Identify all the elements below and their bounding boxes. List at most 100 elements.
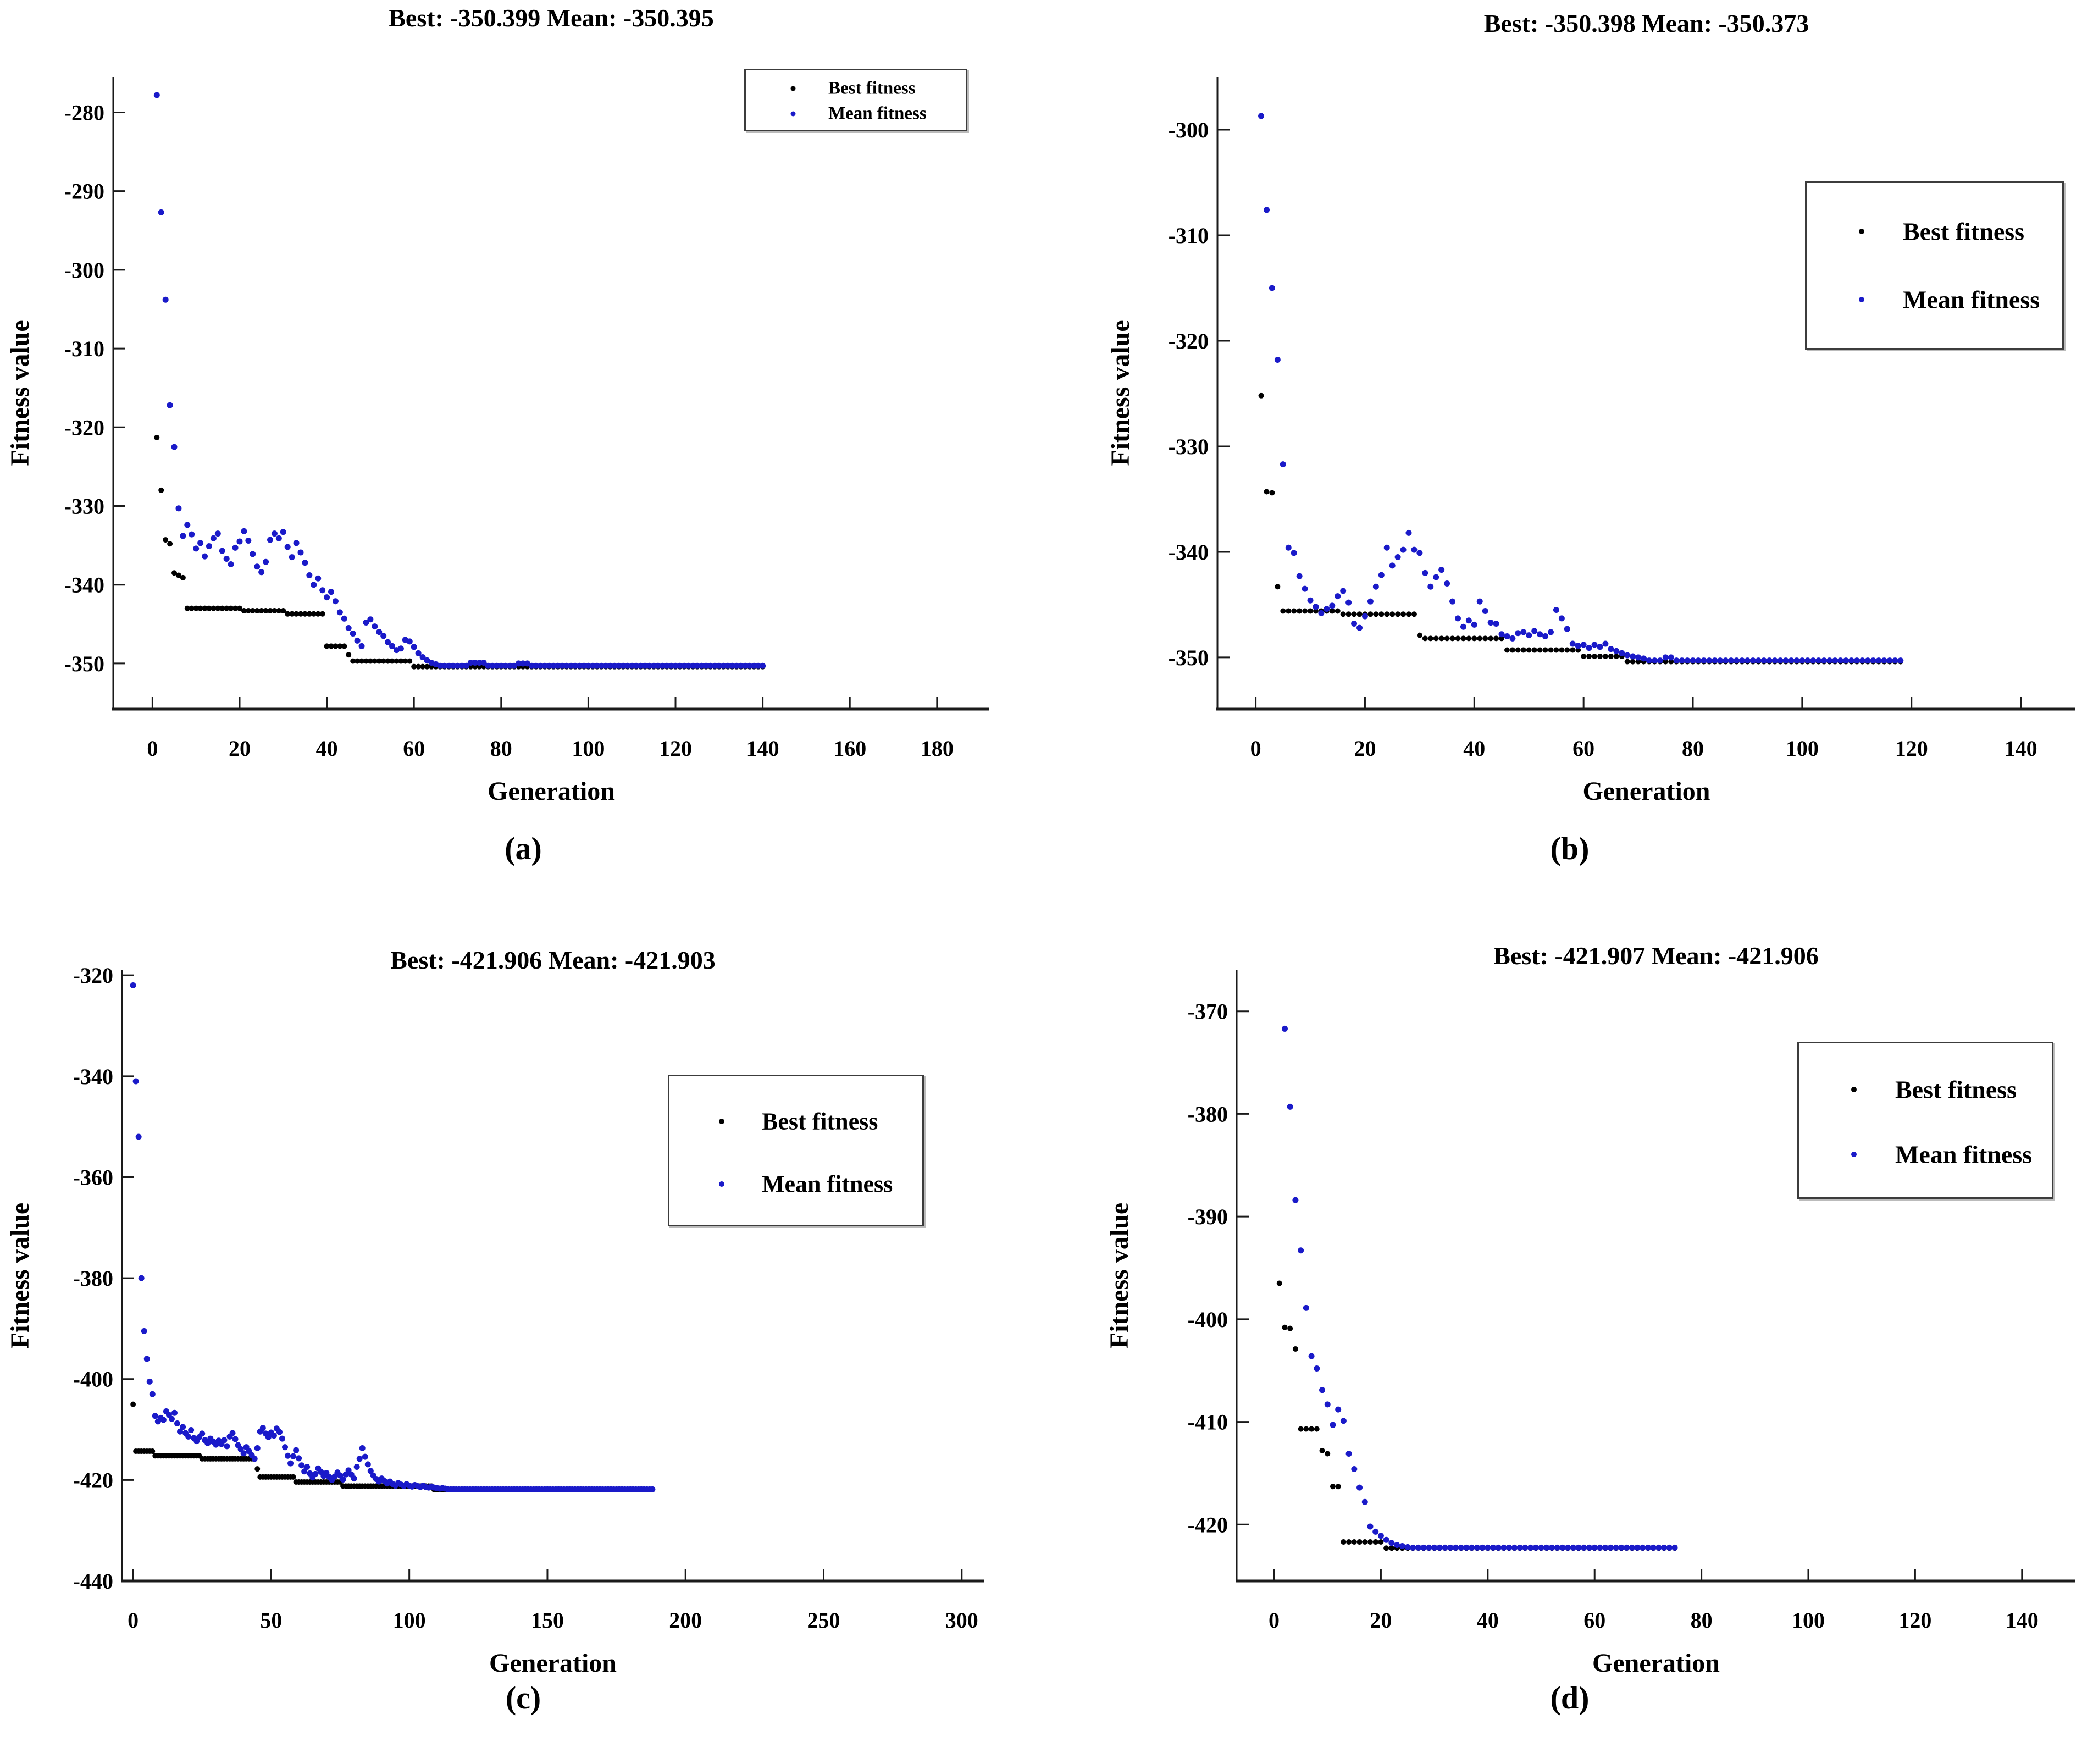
y-tick-label: -390 [1188,1204,1228,1229]
series-best-fitness-dots [154,434,766,670]
x-tick-label: 80 [490,736,512,761]
chart-canvas: 0 20 40 60 80 100 120 140 160 180 -350 -340 -330 -320… [5,77,989,806]
series-best-fitness-dots [130,1401,655,1492]
x-tick-label: 0 [1250,736,1261,761]
series-mean-fitness-dots [153,92,766,669]
mean-fitness-marker-icon [790,111,796,117]
legend: Best fitness Mean fitness [744,69,967,131]
y-tick-label: -340 [1169,540,1209,565]
x-tick-label: 60 [1572,736,1594,761]
y-tick-label: -380 [73,1266,113,1291]
y-tick-label: -420 [73,1468,113,1492]
x-tick-label: 20 [229,736,251,761]
legend-label-best: Best fitness [1895,1075,2017,1104]
y-tick-label: -310 [64,336,104,361]
y-tick-label: -280 [64,100,104,125]
y-tick-label: -310 [1169,223,1209,248]
x-tick-label: 300 [945,1608,978,1633]
chart-canvas: 0 20 40 60 80 100 120 140-350-340-330-320-310-3… [1106,77,2075,806]
panel-label-c: (c) [505,1680,541,1716]
chart-title: Best: -421.907 Mean: -421.906 [1493,942,1819,970]
y-axis-ticks: -350 -340 -330 -320 -310 -300 [1169,118,1230,670]
y-tick-label: -410 [1188,1410,1228,1435]
x-tick-label: 150 [531,1608,564,1633]
best-fitness-marker-icon [790,86,796,91]
series-mean-fitness-dots [1258,113,1904,664]
y-axis-ticks: -350 -340 -330 -320 -310 -300 -290 -280 [64,100,125,676]
x-tick-label: 250 [807,1608,840,1633]
y-axis-ticks: -440 -420 -400 -380 -360 -340 -320 [73,963,134,1594]
y-tick-label: -330 [64,494,104,519]
legend-label-mean: Mean fitness [828,103,927,124]
x-tick-label: 40 [1477,1608,1499,1633]
x-axis-ticks: 0 20 40 60 80 100 120 140 [1250,697,2037,761]
x-tick-label: 0 [147,736,158,761]
panel-d: Best: -421.907 Mean: -421.906 0 20 40 60 80 1… [1046,934,2093,1764]
x-tick-label: 140 [2005,736,2037,761]
mean-fitness-marker-icon [1859,297,1864,302]
x-tick-label: 120 [659,736,692,761]
x-tick-label: 100 [572,736,605,761]
x-tick-label: 40 [316,736,338,761]
x-axis-label: Generation [489,1649,617,1678]
x-tick-label: 20 [1370,1608,1392,1633]
x-tick-label: 20 [1354,736,1376,761]
panel-label-d: (d) [1550,1680,1590,1716]
x-tick-label: 80 [1691,1608,1713,1633]
axes [1216,77,2075,711]
chart-title: Best: -421.906 Mean: -421.903 [390,946,716,974]
panel-b: Best: -350.398 Mean: -350.373 0 20 40 60 80 1… [1046,0,2093,934]
chart-title: Best: -350.398 Mean: -350.373 [1483,9,1809,37]
y-tick-label: -400 [1188,1307,1228,1332]
y-axis-label: Fitness value [5,1203,35,1348]
y-tick-label: -350 [1169,645,1209,670]
y-axis-label: Fitness value [5,320,35,466]
axes [1236,970,2075,1583]
legend-label-mean: Mean fitness [1903,285,2040,314]
mean-fitness-marker-icon [1851,1152,1857,1157]
x-tick-label: 80 [1682,736,1704,761]
y-tick-label: -350 [64,651,104,676]
x-tick-label: 120 [1898,1608,1931,1633]
y-axis-label: Fitness value [1106,320,1135,466]
legend: Best fitness Mean fitness [668,1075,924,1226]
y-tick-label: -420 [1188,1512,1228,1537]
panel-c: Best: -421.906 Mean: -421.903 0 50 100 150 2… [0,934,1046,1764]
x-tick-label: 100 [1786,736,1819,761]
x-tick-label: 160 [833,736,866,761]
legend-label-best: Best fitness [828,78,916,98]
x-axis-ticks: 0 20 40 60 80 100 120 140 [1269,1569,2039,1633]
best-fitness-marker-icon [1851,1087,1857,1092]
x-tick-label: 40 [1463,736,1485,761]
x-tick-label: 60 [1583,1608,1605,1633]
y-axis-label: Fitness value [1105,1203,1134,1348]
x-axis-label: Generation [1583,777,1710,806]
x-tick-label: 50 [260,1608,282,1633]
y-tick-label: -320 [1169,329,1209,353]
x-axis-label: Generation [1592,1649,1720,1678]
x-tick-label: 180 [921,736,954,761]
x-tick-label: 140 [746,736,779,761]
y-tick-label: -360 [73,1165,113,1190]
panel-label-b: (b) [1550,831,1590,866]
x-axis-label: Generation [488,777,615,806]
legend: Best fitness Mean fitness [1805,181,2064,350]
series-mean-fitness-dots [130,982,656,1492]
x-axis-ticks: 0 50 100 150 200 250 300 [128,1569,978,1633]
x-tick-label: 0 [1269,1608,1280,1633]
chart-canvas: 0 50 100 150 200 250 300 -440 -420 -400 -380 -360 -3… [5,963,984,1678]
series-mean-fitness-dots [1281,1025,1678,1551]
x-tick-label: 0 [128,1608,139,1633]
x-axis-ticks: 0 20 40 60 80 100 120 140 160 180 [147,697,954,761]
legend-label-mean: Mean fitness [762,1170,893,1198]
y-tick-label: -300 [1169,118,1209,142]
y-tick-label: -340 [64,573,104,598]
x-tick-label: 200 [669,1608,702,1633]
y-tick-label: -320 [73,963,113,988]
y-tick-label: -290 [64,179,104,204]
series-best-fitness-dots [1276,1280,1678,1551]
mean-fitness-marker-icon [719,1181,724,1187]
y-tick-label: -340 [73,1064,113,1089]
x-tick-label: 140 [2006,1608,2039,1633]
best-fitness-marker-icon [719,1119,724,1124]
